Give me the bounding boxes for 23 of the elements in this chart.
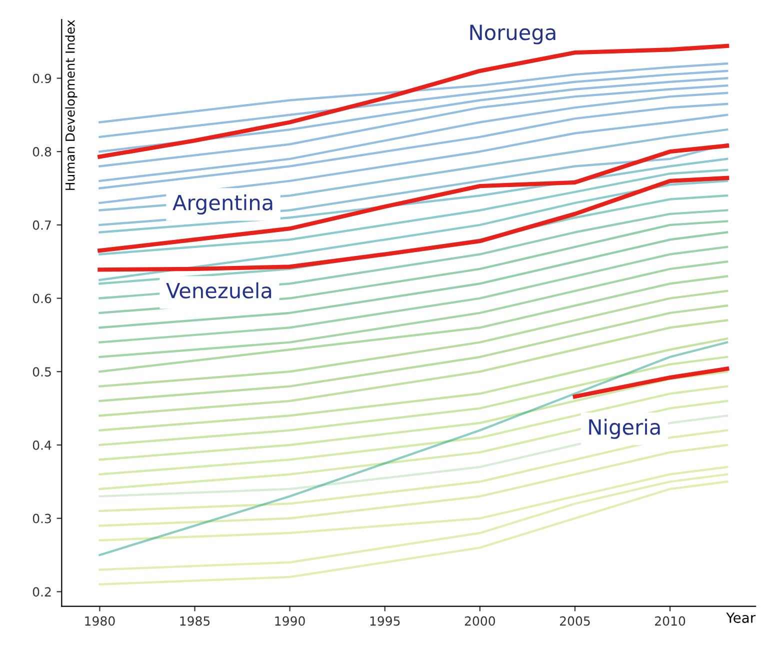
x-tick-label: 2010 <box>655 616 686 626</box>
y-axis-title: Human Development Index <box>65 20 78 190</box>
y-tick-label: 0.4 <box>32 440 52 450</box>
y-tick-label: 0.9 <box>32 74 52 84</box>
y-tick-label: 0.5 <box>32 367 51 377</box>
y-tick-label: 0.2 <box>32 587 51 597</box>
x-tick-label: 2000 <box>464 616 495 626</box>
annotation: Nigeria <box>589 418 660 439</box>
annotation: Venezuela <box>166 282 272 298</box>
x-tick-label: 1980 <box>85 616 115 626</box>
x-axis-title: Year <box>726 612 756 623</box>
line-series <box>98 144 730 253</box>
y-tick-label: 0.3 <box>32 514 51 524</box>
x-tick-label: 1990 <box>275 616 305 626</box>
annotation: Argentina <box>172 194 272 214</box>
x-tick-label: 1985 <box>180 616 210 626</box>
y-tick-label: 0.8 <box>32 147 52 157</box>
annotation: Noruega <box>470 24 556 44</box>
x-tick-label: 2005 <box>560 616 590 626</box>
y-tick-label: 0.7 <box>32 220 51 230</box>
line-series <box>98 44 730 159</box>
x-tick-label: 1995 <box>370 616 400 626</box>
y-tick-label: 0.6 <box>32 294 52 304</box>
